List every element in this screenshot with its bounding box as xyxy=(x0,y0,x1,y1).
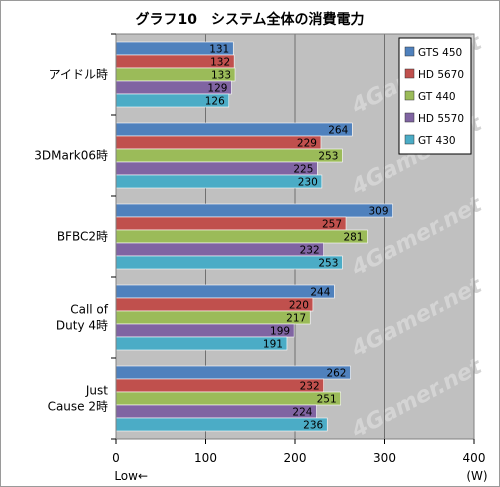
legend-swatch xyxy=(404,134,415,145)
data-label: 220 xyxy=(289,300,309,312)
data-label: 281 xyxy=(343,232,363,244)
bar xyxy=(115,310,311,325)
bar xyxy=(115,242,324,257)
data-label: 229 xyxy=(297,138,317,150)
bar xyxy=(115,378,324,393)
bar xyxy=(115,161,318,176)
category-label: Call of xyxy=(70,303,109,317)
data-label: 126 xyxy=(205,96,225,108)
data-label: 232 xyxy=(300,245,320,257)
category-label: Cause 2時 xyxy=(48,400,108,414)
data-label: 251 xyxy=(317,394,337,406)
x-tick-label: 0 xyxy=(112,451,120,465)
x-direction-note: Low← xyxy=(114,469,148,483)
x-tick-label: 300 xyxy=(373,451,396,465)
bar xyxy=(115,122,353,137)
data-label: 262 xyxy=(326,368,346,380)
bar xyxy=(115,391,341,406)
x-axis-unit: (W) xyxy=(466,469,487,483)
x-tick-label: 100 xyxy=(194,451,217,465)
bar xyxy=(115,404,317,419)
legend-swatch xyxy=(404,68,415,79)
category-label: Duty 4時 xyxy=(56,319,108,333)
legend-label: HD 5570 xyxy=(418,113,464,125)
bar xyxy=(115,297,314,312)
category-label: Just xyxy=(85,384,108,398)
data-label: 133 xyxy=(211,70,231,82)
chart-title: グラフ10 システム全体の消費電力 xyxy=(135,11,364,28)
category-label: BFBC2時 xyxy=(57,230,108,244)
data-label: 253 xyxy=(318,258,338,270)
data-label: 129 xyxy=(207,83,227,95)
legend-label: GT 440 xyxy=(418,91,456,103)
data-label: 132 xyxy=(210,57,230,69)
data-label: 224 xyxy=(292,407,312,419)
x-tick-label: 400 xyxy=(463,451,486,465)
bar xyxy=(115,255,343,270)
bar xyxy=(115,216,347,231)
data-label: 244 xyxy=(310,287,330,299)
bar xyxy=(115,174,323,189)
category-label: アイドル時 xyxy=(49,68,108,82)
bar xyxy=(115,365,351,380)
category-label: 3DMark06時 xyxy=(34,149,108,163)
bar xyxy=(115,417,328,432)
data-label: 230 xyxy=(298,177,318,189)
legend-label: HD 5670 xyxy=(418,69,464,81)
bar xyxy=(115,135,322,150)
data-label: 257 xyxy=(322,219,342,231)
data-label: 131 xyxy=(209,44,229,56)
legend-label: GT 430 xyxy=(418,135,456,147)
data-label: 264 xyxy=(328,125,348,137)
bar xyxy=(115,148,343,163)
bar xyxy=(115,284,335,299)
legend-label: GTS 450 xyxy=(418,47,462,59)
data-label: 191 xyxy=(263,339,283,351)
data-label: 225 xyxy=(293,164,313,176)
x-tick-label: 200 xyxy=(284,451,307,465)
legend-swatch xyxy=(404,112,415,123)
data-label: 199 xyxy=(270,326,290,338)
legend-swatch xyxy=(404,90,415,101)
bar xyxy=(115,323,295,338)
data-label: 309 xyxy=(369,206,389,218)
data-label: 253 xyxy=(318,151,338,163)
data-label: 217 xyxy=(286,313,306,325)
data-label: 232 xyxy=(300,381,320,393)
bar xyxy=(115,203,393,218)
data-label: 236 xyxy=(303,420,323,432)
bar xyxy=(115,229,368,244)
bar xyxy=(115,336,288,351)
legend-swatch xyxy=(404,46,415,57)
